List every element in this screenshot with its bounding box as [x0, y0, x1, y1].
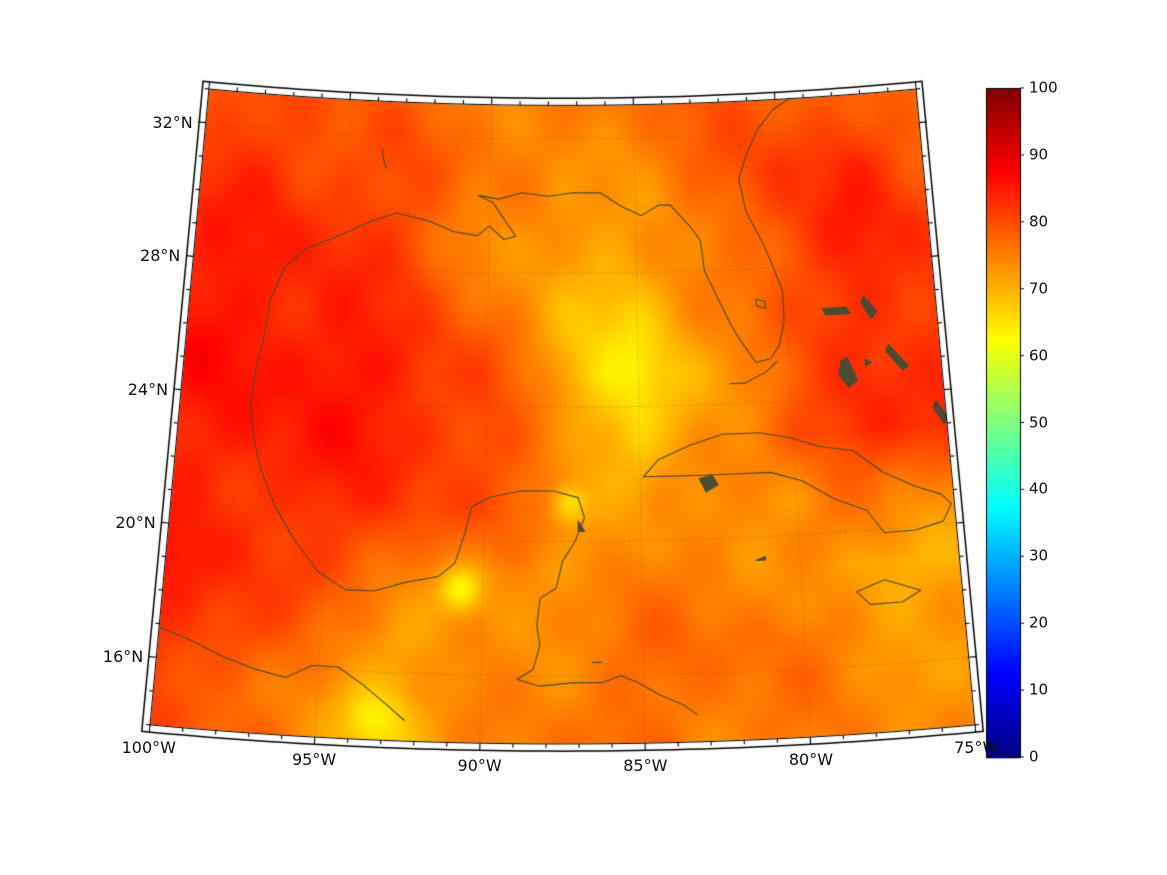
colorbar-tick-label: 40 [1029, 479, 1049, 498]
colorbar-tick-label: 60 [1029, 346, 1049, 365]
x-tick-label: 100°W [121, 737, 176, 757]
x-tick-label: 85°W [623, 756, 668, 776]
colorbar-tick-label: 30 [1029, 546, 1049, 565]
colorbar-tick-label: 70 [1029, 279, 1049, 298]
colorbar-tick-label: 10 [1029, 680, 1049, 699]
colorbar-tick-label: 50 [1029, 413, 1049, 431]
y-tick-label: 16°N [102, 647, 144, 667]
x-tick-label: 95°W [291, 750, 337, 770]
x-tick-label: 80°W [788, 750, 834, 770]
y-tick-label: 24°N [127, 379, 169, 399]
colorbar-tick-label: 80 [1029, 212, 1049, 231]
x-tick-label: 75°W [954, 737, 999, 757]
colorbar-tick-label: 90 [1029, 145, 1049, 164]
colorbar-tick-label: 100 [1029, 78, 1058, 97]
x-tick-label: 90°W [457, 756, 502, 776]
y-tick-label: 20°N [115, 513, 156, 533]
y-tick-label: 28°N [140, 246, 181, 266]
y-tick-label: 32°N [152, 112, 193, 132]
colorbar-tick-label: 0 [1029, 747, 1039, 766]
colorbar-tick-label: 20 [1029, 613, 1049, 632]
